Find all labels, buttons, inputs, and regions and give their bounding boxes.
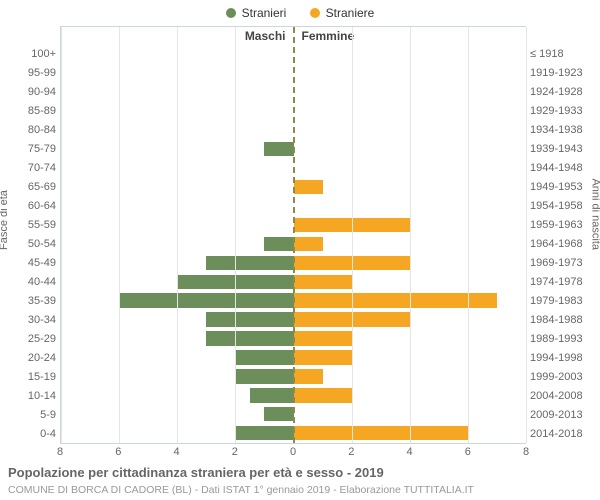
x-tick: 0 [290, 446, 296, 458]
bar-male [235, 369, 293, 383]
y-label-birth: 1949-1953 [530, 181, 600, 193]
bar-male [264, 407, 293, 421]
y-label-birth: 1964-1968 [530, 238, 600, 250]
bar-male [119, 293, 293, 307]
center-line [293, 27, 295, 443]
y-label-birth: 1994-1998 [530, 352, 600, 364]
gridline [526, 27, 527, 443]
bar-male [264, 142, 293, 156]
x-tick: 2 [232, 446, 238, 458]
y-label-birth: 1974-1978 [530, 276, 600, 288]
legend: Stranieri Straniere [0, 6, 600, 21]
gridline [177, 27, 178, 443]
y-label-age: 50-54 [0, 238, 56, 250]
x-tick: 8 [523, 446, 529, 458]
y-label-age: 20-24 [0, 352, 56, 364]
bar-male [250, 388, 294, 402]
legend-swatch-female [310, 8, 320, 18]
bar-male [264, 237, 293, 251]
y-labels-age: 100+ 95-99 90-94 85-89 80-84 75-79 70-74 65-69 6… [0, 44, 58, 444]
x-tick: 6 [465, 446, 471, 458]
y-label-birth: 1969-1973 [530, 257, 600, 269]
y-label-age: 40-44 [0, 276, 56, 288]
y-label-birth: 2004-2008 [530, 390, 600, 402]
legend-item-female: Straniere [310, 6, 375, 20]
y-label-birth: 2009-2013 [530, 409, 600, 421]
y-label-age: 30-34 [0, 314, 56, 326]
x-tick: 4 [173, 446, 179, 458]
bar-female [294, 426, 468, 440]
x-tick: 2 [348, 446, 354, 458]
y-label-age: 95-99 [0, 67, 56, 79]
y-label-birth: 2014-2018 [530, 428, 600, 440]
y-label-birth: 1954-1958 [530, 200, 600, 212]
gridline [352, 27, 353, 443]
y-label-age: 25-29 [0, 333, 56, 345]
plot-area: Maschi Femmine [60, 26, 526, 444]
y-label-birth: 1934-1938 [530, 124, 600, 136]
bar-male [235, 426, 293, 440]
y-labels-birth: ≤ 1918 1919-1923 1924-1928 1929-1933 1934-19… [528, 44, 600, 444]
y-label-age: 90-94 [0, 86, 56, 98]
y-label-birth: 1924-1928 [530, 86, 600, 98]
bar-female [294, 388, 352, 402]
bar-male [206, 312, 293, 326]
y-label-birth: 1984-1988 [530, 314, 600, 326]
bar-female [294, 331, 352, 345]
y-label-birth: 1999-2003 [530, 371, 600, 383]
half-title-female: Femmine [302, 29, 355, 43]
chart-subtitle: COMUNE DI BORCA DI CADORE (BL) - Dati IS… [8, 484, 474, 496]
x-tick: 8 [57, 446, 63, 458]
y-label-age: 100+ [0, 48, 56, 60]
gridline [119, 27, 120, 443]
x-tick: 4 [406, 446, 412, 458]
y-label-age: 55-59 [0, 219, 56, 231]
legend-label-female: Straniere [326, 6, 375, 20]
y-label-age: 15-19 [0, 371, 56, 383]
bar-male [206, 331, 293, 345]
y-label-age: 5-9 [0, 409, 56, 421]
gridline [235, 27, 236, 443]
bar-female [294, 293, 497, 307]
bar-female [294, 275, 352, 289]
chart-title: Popolazione per cittadinanza straniera p… [8, 465, 384, 480]
bar-male [206, 256, 293, 270]
bar-female [294, 237, 323, 251]
bar-female [294, 350, 352, 364]
y-label-birth: 1929-1933 [530, 105, 600, 117]
y-label-age: 65-69 [0, 181, 56, 193]
x-ticks: 0 2 2 4 4 6 6 8 8 [60, 446, 526, 460]
gridline [61, 27, 62, 443]
y-label-birth: 1944-1948 [530, 162, 600, 174]
bar-female [294, 369, 323, 383]
y-label-birth: 1919-1923 [530, 67, 600, 79]
y-label-age: 10-14 [0, 390, 56, 402]
half-title-male: Maschi [245, 29, 286, 43]
y-label-birth: 1939-1943 [530, 143, 600, 155]
y-label-age: 0-4 [0, 428, 56, 440]
legend-label-male: Stranieri [242, 6, 287, 20]
y-label-age: 75-79 [0, 143, 56, 155]
legend-item-male: Stranieri [226, 6, 287, 20]
y-label-birth: ≤ 1918 [530, 48, 600, 60]
bar-male [235, 350, 293, 364]
y-label-age: 85-89 [0, 105, 56, 117]
legend-swatch-male [226, 8, 236, 18]
y-label-birth: 1979-1983 [530, 295, 600, 307]
y-label-birth: 1989-1993 [530, 333, 600, 345]
bar-female [294, 180, 323, 194]
y-label-age: 35-39 [0, 295, 56, 307]
y-label-age: 60-64 [0, 200, 56, 212]
y-label-age: 70-74 [0, 162, 56, 174]
y-label-age: 45-49 [0, 257, 56, 269]
y-label-age: 80-84 [0, 124, 56, 136]
x-tick: 6 [115, 446, 121, 458]
gridline [468, 27, 469, 443]
chart-container: Stranieri Straniere Fasce di età Anni di… [0, 0, 600, 500]
y-label-birth: 1959-1963 [530, 219, 600, 231]
gridline [410, 27, 411, 443]
